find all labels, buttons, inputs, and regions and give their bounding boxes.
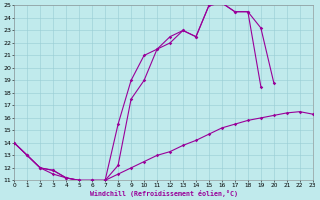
- X-axis label: Windchill (Refroidissement éolien,°C): Windchill (Refroidissement éolien,°C): [90, 190, 237, 197]
